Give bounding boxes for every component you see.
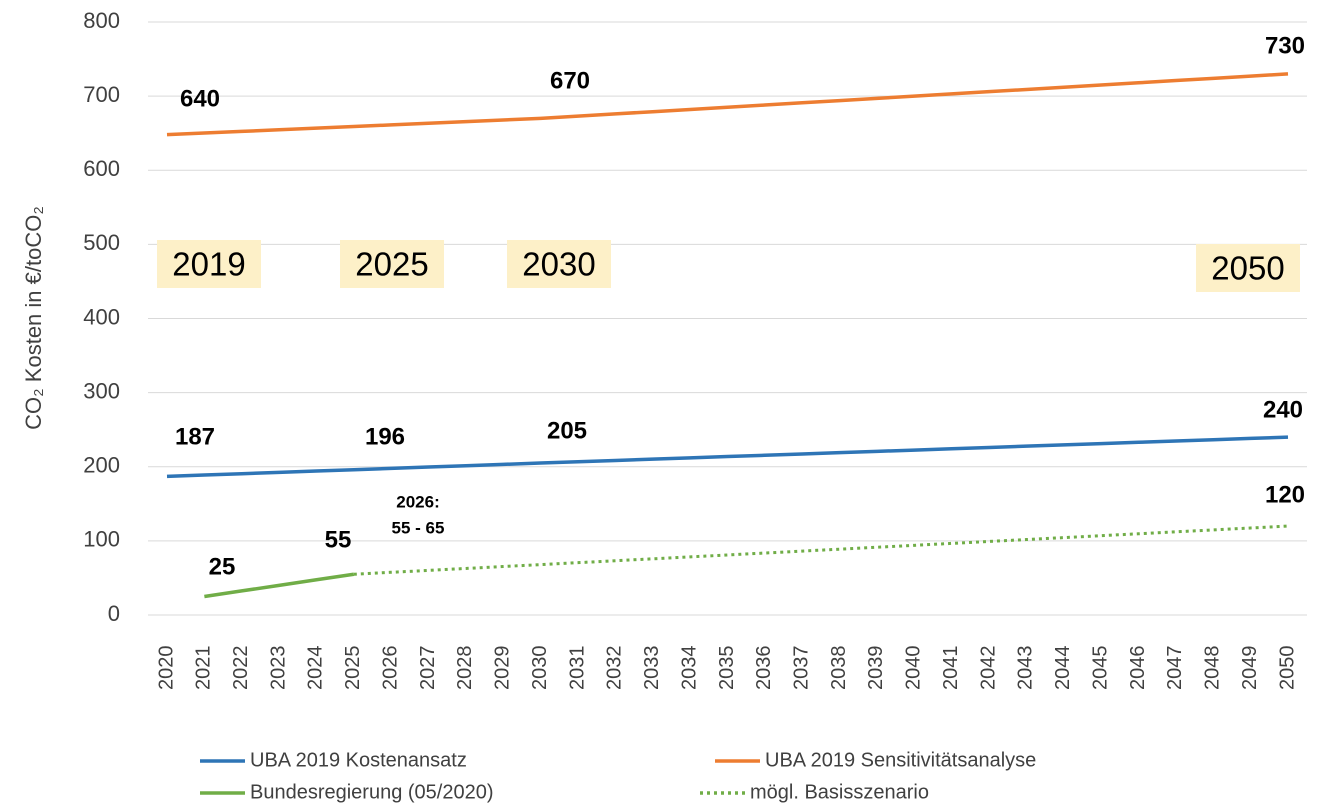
x-tick-label: 2025: [342, 646, 364, 691]
x-tick-label: 2040: [903, 646, 925, 691]
x-tick-label: 2043: [1015, 646, 1037, 691]
line-series: [166, 435, 1289, 479]
y-tick-label: 400: [83, 304, 120, 329]
year-box-label: 2050: [1211, 250, 1284, 287]
y-tick-label: 500: [83, 230, 120, 255]
legend-label: UBA 2019 Kostenansatz: [250, 749, 467, 771]
year-box: [340, 240, 444, 288]
y-tick-label: 300: [83, 378, 120, 403]
y-axis-title: CO₂ Kosten in €/toCO₂: [21, 206, 46, 430]
legend-label: Bundesregierung (05/2020): [250, 781, 494, 803]
x-tick-label: 2031: [566, 646, 588, 691]
x-tick-label: 2050: [1276, 646, 1298, 691]
x-tick-label: 2036: [753, 646, 775, 691]
x-tick-label: 2022: [230, 646, 252, 691]
x-tick-label: 2023: [267, 646, 289, 691]
y-tick-label: 600: [83, 156, 120, 181]
x-tick-label: 2047: [1164, 646, 1186, 691]
x-tick-label: 2024: [305, 646, 327, 691]
legend-label: UBA 2019 Sensitivitätsanalyse: [765, 749, 1036, 771]
x-tick-label: 2020: [155, 646, 177, 691]
x-tick-label: 2048: [1202, 646, 1224, 691]
x-tick-label: 2030: [529, 646, 551, 691]
x-tick-label: 2042: [977, 646, 999, 691]
year-box-label: 2019: [172, 246, 245, 283]
annotation: 670: [550, 67, 590, 94]
annotation: 196: [365, 423, 405, 450]
x-tick-label: 2026: [379, 646, 401, 691]
x-tick-label: 2021: [193, 646, 215, 691]
x-tick-label: 2044: [1052, 646, 1074, 691]
year-box-label: 2030: [522, 246, 595, 283]
x-tick-label: 2029: [492, 646, 514, 691]
x-tick-label: 2035: [716, 646, 738, 691]
x-tick-label: 2034: [678, 646, 700, 691]
year-box-label: 2025: [355, 246, 428, 283]
y-tick-label: 700: [83, 82, 120, 107]
annotation: 55: [325, 526, 352, 553]
x-tick-label: 2049: [1239, 646, 1261, 691]
x-tick-label: 2041: [940, 646, 962, 691]
y-tick-label: 800: [83, 8, 120, 33]
x-tick-label: 2033: [641, 646, 663, 691]
annotation: 730: [1265, 32, 1305, 59]
annotation: 640: [180, 85, 220, 112]
line-series: [353, 524, 1289, 576]
annotation: 120: [1265, 481, 1305, 508]
annotation: 25: [209, 553, 236, 580]
annotation: 240: [1263, 396, 1303, 423]
x-tick-label: 2032: [604, 646, 626, 691]
y-tick-label: 0: [108, 601, 120, 626]
x-tick-label: 2039: [865, 646, 887, 691]
y-tick-label: 100: [83, 527, 120, 552]
annotation: 187: [175, 423, 215, 450]
x-tick-label: 2038: [828, 646, 850, 691]
line-series: [204, 572, 355, 599]
year-box: [507, 240, 611, 288]
year-box: [1196, 244, 1300, 292]
x-tick-label: 2037: [791, 646, 813, 691]
annotation: 205: [547, 417, 587, 444]
legend-label: mögl. Basisszenario: [750, 781, 929, 803]
line-series: [166, 72, 1289, 137]
annotation: 55 - 65: [392, 518, 445, 537]
annotation: 2026:: [396, 492, 439, 511]
x-tick-label: 2027: [417, 646, 439, 691]
year-box: [157, 240, 261, 288]
x-tick-label: 2045: [1089, 646, 1111, 691]
x-tick-label: 2046: [1127, 646, 1149, 691]
y-tick-label: 200: [83, 453, 120, 478]
x-tick-label: 2028: [454, 646, 476, 691]
